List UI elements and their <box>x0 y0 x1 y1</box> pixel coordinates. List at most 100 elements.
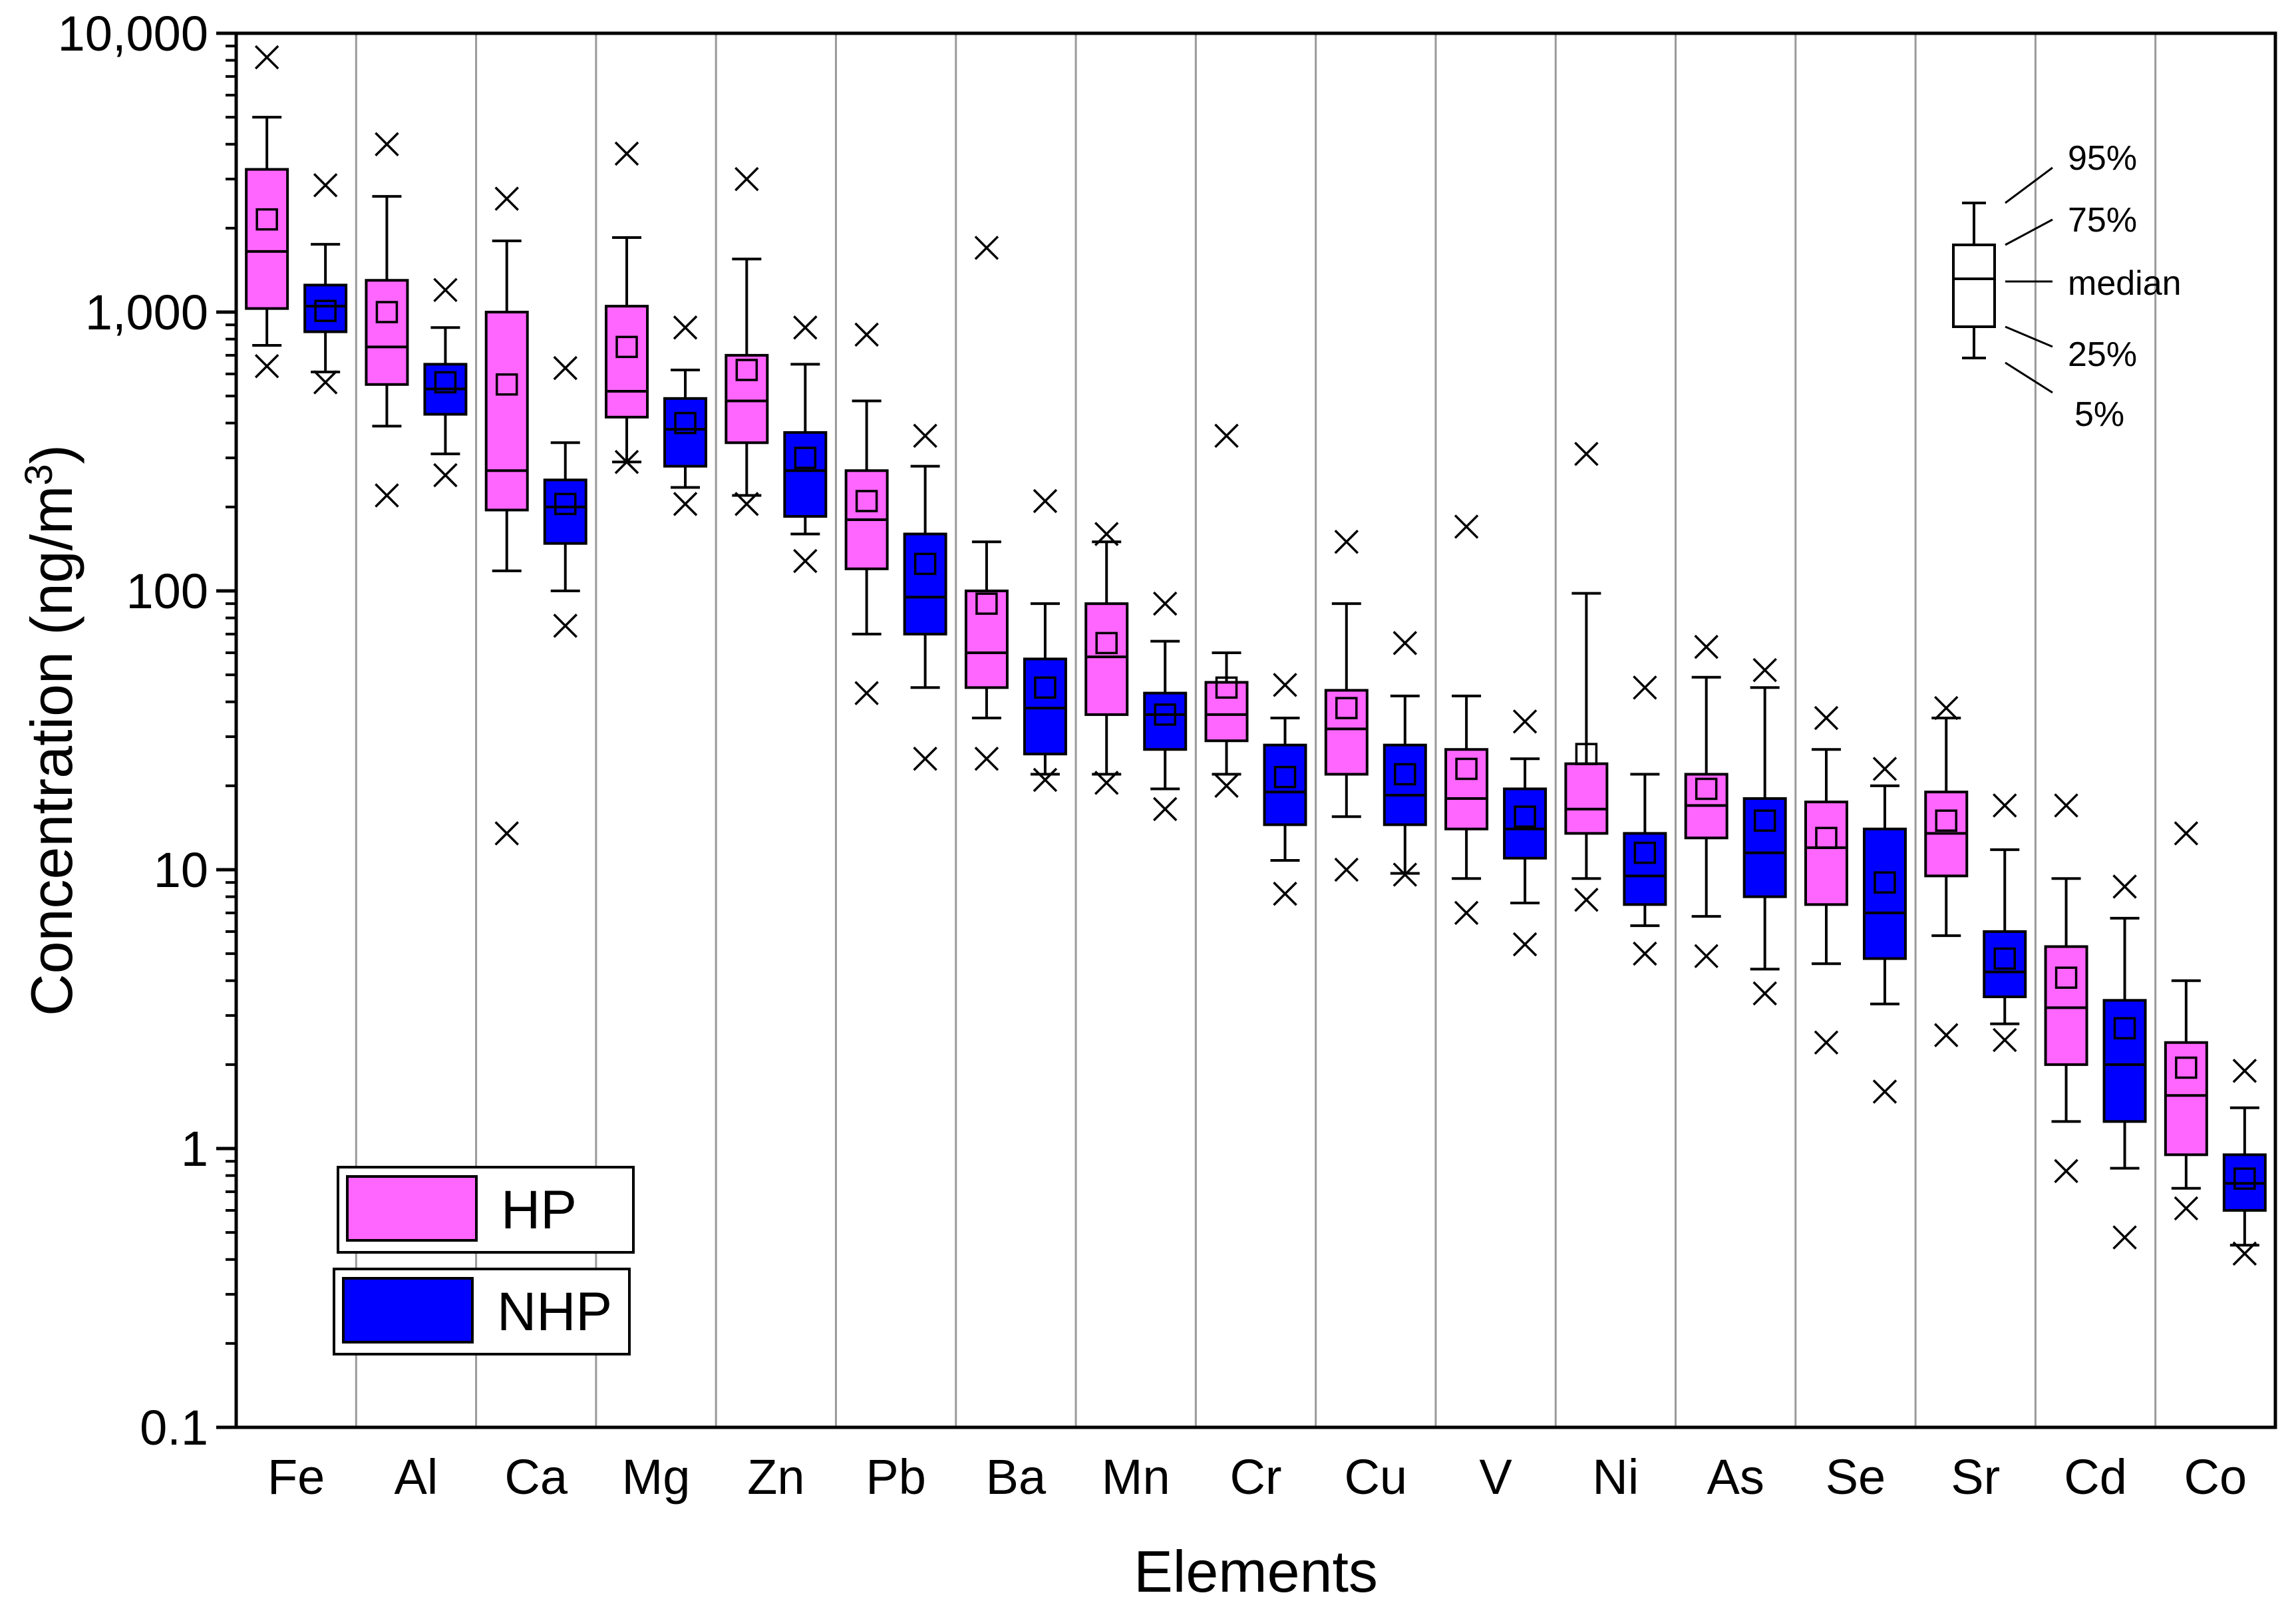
box-nhp-ca <box>543 355 587 638</box>
mean-marker <box>314 299 337 322</box>
y-axis-title: Concentration (ng/m3) <box>17 445 84 1016</box>
min-marker <box>2232 1241 2257 1266</box>
box-nhp-as <box>1742 657 1787 1006</box>
box-nhp-mg <box>663 315 708 516</box>
min-marker <box>1574 887 1599 912</box>
mean-marker <box>1633 841 1657 864</box>
mean-marker <box>674 411 697 435</box>
mean-marker <box>1695 777 1718 801</box>
min-marker <box>1273 881 1297 906</box>
max-marker <box>1393 631 1418 655</box>
iqr-box <box>1983 930 2027 999</box>
min-marker <box>1814 1030 1839 1055</box>
mean-marker <box>1215 676 1238 699</box>
mean-marker <box>1154 703 1176 726</box>
mean-marker <box>554 492 577 516</box>
x-tick-label: Cr <box>1230 1449 1281 1505</box>
max-marker <box>793 315 818 340</box>
legend: HP NHP <box>333 1166 635 1355</box>
iqr-box <box>1263 743 1307 826</box>
box-nhp-ni <box>1623 675 1667 966</box>
legend-swatch <box>346 1175 478 1242</box>
iqr-box <box>1084 602 1129 716</box>
x-tick-label: Pb <box>866 1449 926 1505</box>
iqr-box <box>365 279 409 386</box>
iqr-box <box>1862 827 1907 960</box>
x-tick-label: Ni <box>1592 1449 1639 1505</box>
key-label: median <box>2068 264 2182 303</box>
min-marker <box>254 353 279 379</box>
max-marker <box>1273 673 1297 697</box>
mean-marker <box>1095 631 1118 655</box>
y-tick-label: 10,000 <box>58 6 208 61</box>
box-hp-mn <box>1084 522 1129 795</box>
max-marker <box>1094 522 1119 546</box>
box-nhp-co <box>2222 1058 2267 1266</box>
min-marker <box>1694 944 1719 969</box>
box-hp-cd <box>2044 793 2088 1184</box>
mean-marker <box>1394 763 1416 786</box>
mean-marker <box>735 359 758 381</box>
mean-marker <box>1993 947 2017 970</box>
min-marker <box>735 492 759 516</box>
iqr-box <box>1804 801 1848 906</box>
max-marker <box>1574 441 1599 466</box>
min-marker <box>313 370 338 395</box>
box-hp-sr <box>1924 695 1969 1047</box>
box-hp-se <box>1804 705 1848 1055</box>
box-hp-ca <box>484 186 529 846</box>
iqr-box <box>1503 787 1548 860</box>
key-label: 25% <box>2068 335 2137 374</box>
max-marker <box>673 315 698 340</box>
box-hp-zn <box>725 166 769 516</box>
legend-item-hp: HP <box>337 1166 635 1254</box>
mean-marker <box>1815 826 1838 850</box>
max-marker <box>433 277 458 303</box>
key-pointer <box>2005 218 2053 246</box>
box-hp-as <box>1684 634 1728 969</box>
mean-marker <box>495 373 518 396</box>
iqr-box <box>1143 691 1188 751</box>
max-marker <box>614 141 639 166</box>
mean-marker <box>2233 1167 2256 1190</box>
legend-label: HP <box>501 1180 577 1240</box>
box-nhp-cd <box>2102 874 2147 1250</box>
max-marker <box>313 173 338 198</box>
box-hp-v <box>1444 514 1489 926</box>
min-marker <box>2054 1159 2078 1184</box>
min-marker <box>1934 1023 1959 1047</box>
max-marker <box>1934 695 1959 721</box>
box-nhp-zn <box>783 315 828 574</box>
x-tick-label: As <box>1707 1449 1764 1505</box>
key-pointer <box>2005 325 2053 348</box>
max-marker <box>254 45 279 70</box>
mean-marker <box>855 490 878 512</box>
max-marker <box>913 423 937 448</box>
max-marker <box>1214 423 1239 448</box>
box-hp-ba <box>964 236 1009 771</box>
max-marker <box>1454 514 1479 539</box>
min-marker <box>2174 1196 2199 1221</box>
mean-marker <box>794 447 817 469</box>
iqr-box <box>1623 832 1667 906</box>
min-marker <box>1512 932 1538 957</box>
max-marker <box>1152 591 1178 616</box>
box-series <box>245 45 2267 1266</box>
box-nhp-ba <box>1023 488 1067 793</box>
box-hp-fe <box>245 45 289 379</box>
y-tick-label: 100 <box>126 564 208 619</box>
iqr-box <box>725 353 769 445</box>
box-hp-cu <box>1324 529 1369 882</box>
x-tick-label: Cd <box>2064 1449 2127 1505</box>
box-nhp-cr <box>1263 673 1307 906</box>
mean-marker <box>1874 871 1896 894</box>
iqr-box <box>1742 797 1787 898</box>
mean-marker <box>375 301 399 323</box>
mean-marker <box>1935 809 1958 832</box>
min-marker <box>1214 773 1239 799</box>
y-tick-label: 0.1 <box>140 1400 208 1455</box>
key-pointer <box>2005 361 2053 394</box>
category-separators <box>355 33 2157 1427</box>
box-nhp-al <box>423 277 468 488</box>
min-marker <box>1393 862 1418 887</box>
